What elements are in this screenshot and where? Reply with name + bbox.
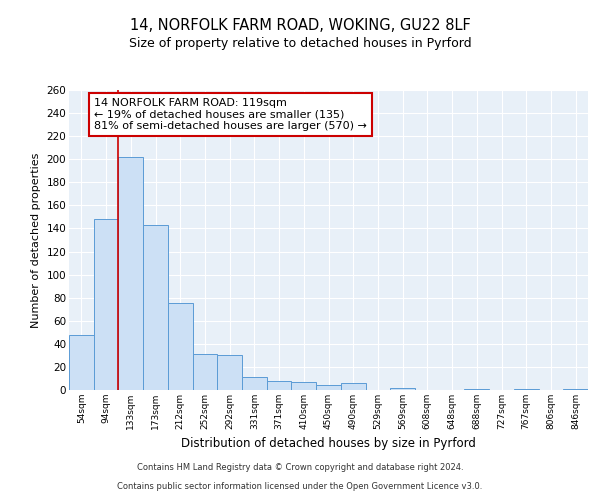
Bar [514, 389, 539, 390]
Bar [69, 334, 94, 390]
Bar [316, 386, 341, 390]
Bar [217, 356, 242, 390]
Bar [168, 304, 193, 390]
Bar [464, 389, 489, 390]
Bar [94, 219, 118, 390]
Bar [118, 157, 143, 390]
Bar [292, 382, 316, 390]
Text: 14 NORFOLK FARM ROAD: 119sqm
← 19% of detached houses are smaller (135)
81% of s: 14 NORFOLK FARM ROAD: 119sqm ← 19% of de… [94, 98, 367, 132]
Bar [143, 225, 168, 390]
Text: Contains public sector information licensed under the Open Government Licence v3: Contains public sector information licen… [118, 482, 482, 491]
Text: Contains HM Land Registry data © Crown copyright and database right 2024.: Contains HM Land Registry data © Crown c… [137, 464, 463, 472]
X-axis label: Distribution of detached houses by size in Pyrford: Distribution of detached houses by size … [181, 438, 476, 450]
Bar [563, 389, 588, 390]
Y-axis label: Number of detached properties: Number of detached properties [31, 152, 41, 328]
Bar [341, 383, 365, 390]
Text: 14, NORFOLK FARM ROAD, WOKING, GU22 8LF: 14, NORFOLK FARM ROAD, WOKING, GU22 8LF [130, 18, 470, 32]
Bar [267, 381, 292, 390]
Bar [193, 354, 217, 390]
Bar [390, 388, 415, 390]
Bar [242, 378, 267, 390]
Text: Size of property relative to detached houses in Pyrford: Size of property relative to detached ho… [128, 38, 472, 51]
